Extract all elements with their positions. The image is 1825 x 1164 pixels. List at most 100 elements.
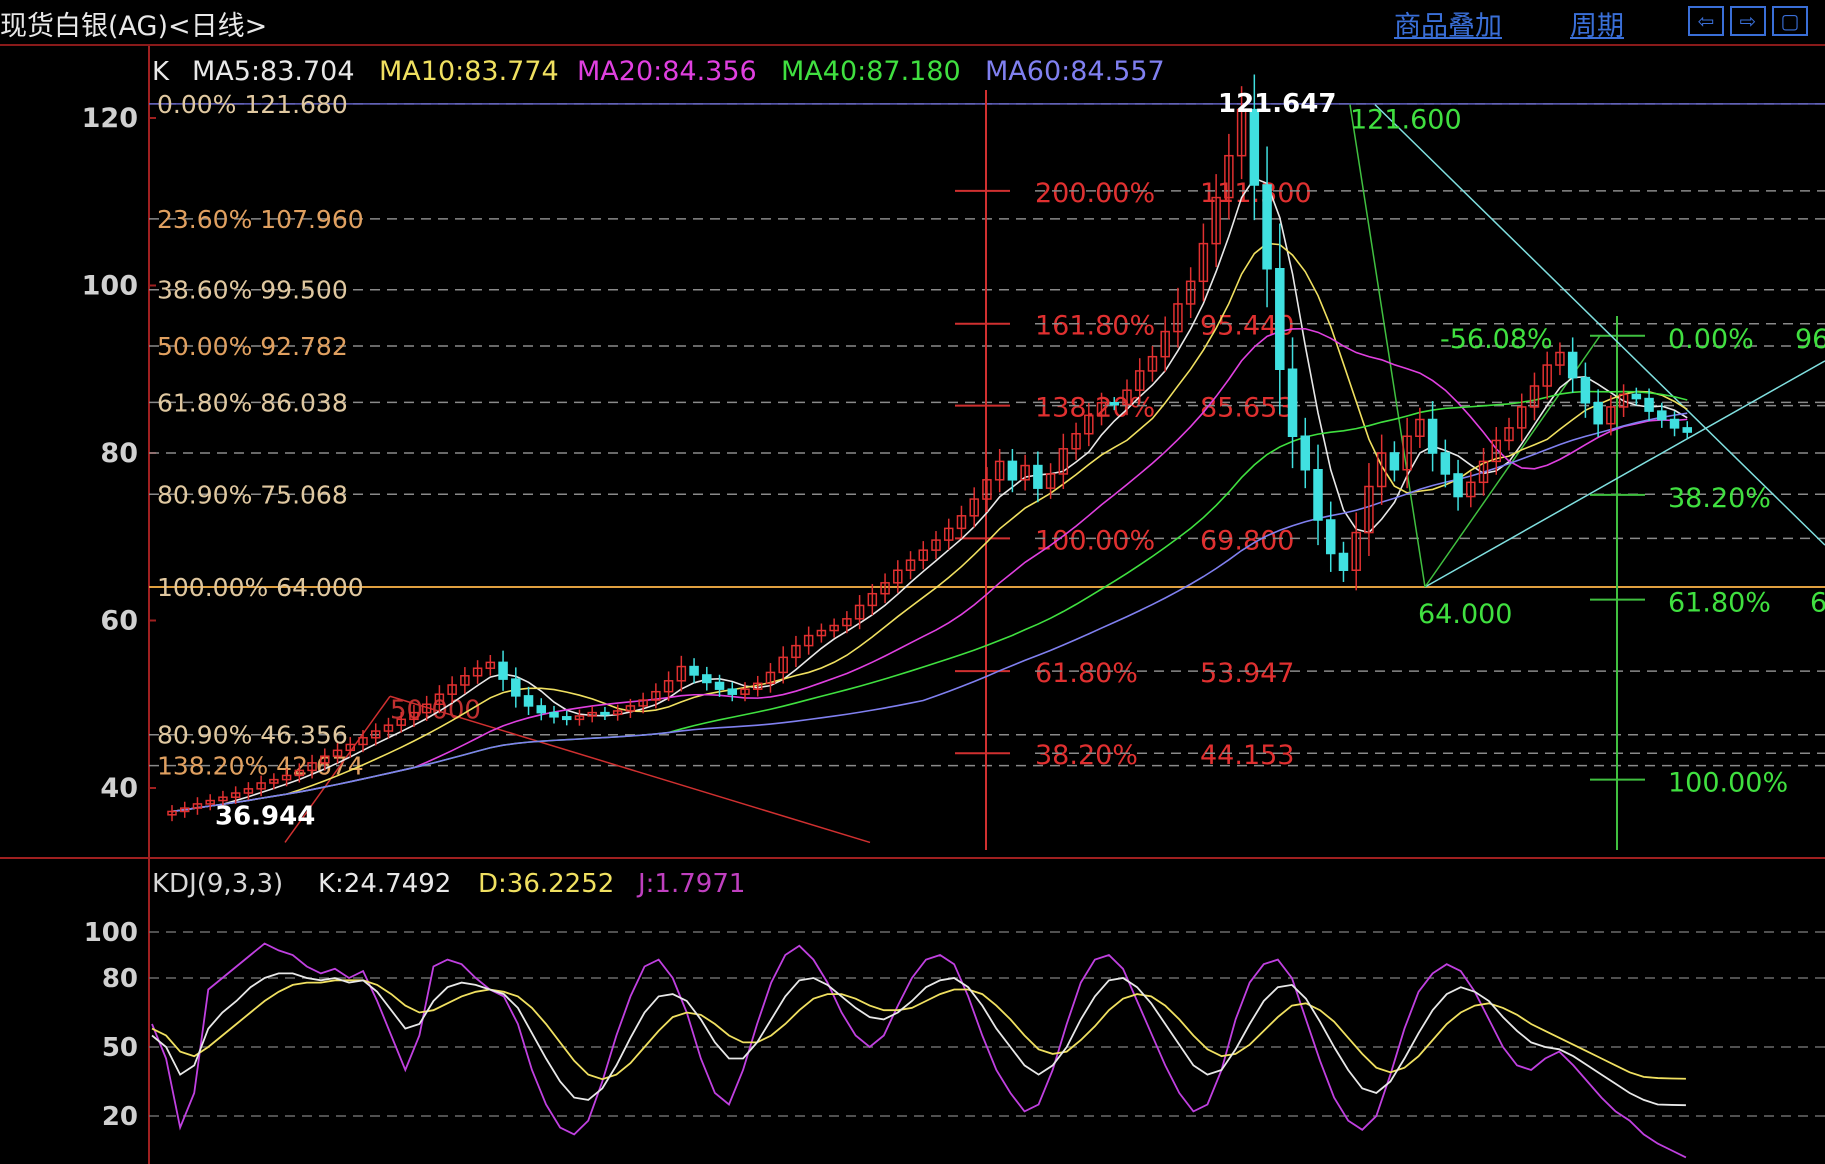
candle-body [1376, 452, 1387, 488]
ma-line-20 [171, 327, 1688, 813]
kdj-grid: 100 80 50 20 [84, 918, 1825, 1132]
ma-legend-item: MA20:84.356 [577, 56, 757, 87]
candle-body [447, 684, 457, 695]
ma-legend-item: MA10:83.774 [379, 56, 559, 87]
page-title: 现货白银(AG)<日线> [0, 11, 268, 42]
ma-legend-item: MA5:83.704 [192, 56, 355, 87]
candle-body [1313, 469, 1323, 521]
back-icon[interactable]: ⇦ [1688, 6, 1724, 36]
trend-line [389, 695, 871, 844]
candle-body [1224, 154, 1234, 199]
candle-body [1096, 402, 1107, 417]
forward-icon[interactable]: ⇨ [1730, 6, 1766, 36]
candle-body [1415, 418, 1425, 437]
candle-body [561, 716, 572, 721]
candle-body [931, 539, 941, 551]
candle-body [1542, 364, 1552, 387]
candle-body [1580, 376, 1591, 404]
candle-body [880, 582, 890, 595]
candle-body [434, 693, 445, 706]
label-layer: 121.647 121.600 36.944 64.000 -56.08% [215, 89, 1553, 831]
candle-body [943, 527, 954, 541]
y-tick-label: 60 [100, 606, 138, 637]
candle-body [345, 743, 356, 752]
candle-body [918, 549, 929, 561]
candle-body [1618, 393, 1629, 408]
candle-body [1236, 108, 1247, 157]
candle-body [1262, 184, 1272, 270]
candle-body [587, 711, 597, 717]
high-price-label: 121.647 [1218, 89, 1336, 119]
right-edge-label: 6 [1810, 588, 1825, 619]
mid-fib-pct: 200.00% [1035, 178, 1155, 209]
candle-body [625, 705, 636, 712]
candle-body [638, 699, 648, 707]
candle-body [536, 705, 547, 714]
candle-body [460, 675, 470, 686]
candle-body [1160, 330, 1170, 358]
candle-body [1045, 473, 1056, 489]
candle-body [956, 515, 967, 530]
y-tick-label: 100 [82, 271, 138, 302]
candle-body [1555, 351, 1565, 366]
ma-legend-item: MA60:84.557 [985, 56, 1165, 87]
fibonacci-layer: 0.00% 121.680 23.60% 107.960 38.60% 99.500… [157, 90, 1825, 850]
candle-body [383, 724, 394, 732]
candle-body [663, 680, 674, 693]
kdj-d-label: D:36.2252 [478, 869, 614, 899]
candle-body [472, 667, 483, 677]
candle-body [332, 749, 343, 757]
candle-body [256, 782, 266, 790]
y-tick-label: 120 [82, 103, 138, 134]
candle-body [179, 807, 190, 813]
ma-legend-item: MA40:87.180 [781, 56, 961, 87]
trend-line [1374, 104, 1825, 546]
left-fib-label: 61.80% 86.038 [157, 388, 348, 417]
candle-body [1147, 355, 1158, 372]
y-tick-label: 80 [100, 438, 138, 469]
top-bar: 现货白银(AG)<日线> 商品叠加 周期 ⇦ ⇨ ▢ [0, 0, 1825, 46]
candle-body [1211, 196, 1221, 245]
candle-body [1491, 439, 1502, 463]
kdj-y-tick-label: 20 [102, 1102, 138, 1132]
candle-body [1529, 385, 1540, 408]
candle-body [1084, 414, 1094, 435]
period-link[interactable]: 周期 [1570, 11, 1624, 42]
candle-body [727, 688, 738, 695]
overlay-commodity-link[interactable]: 商品叠加 [1394, 11, 1502, 42]
candle-body [1287, 368, 1298, 437]
ma-legend: MA5:83.704 MA10:83.774 MA20:84.356 MA40:87.… [192, 56, 1165, 87]
kdj-y-tick-label: 80 [102, 964, 138, 994]
kdj-lines [151, 942, 1687, 1159]
right-top-label: 121.600 [1350, 105, 1462, 136]
candle-body [765, 671, 776, 685]
low-price-label: 36.944 [215, 802, 315, 832]
candle-body [905, 559, 916, 572]
y-tick-label: 40 [100, 773, 138, 804]
candle-body [1275, 268, 1285, 370]
candle-body [307, 762, 317, 772]
candle-body [1249, 108, 1260, 186]
candle-body [1325, 519, 1336, 555]
window-icon[interactable]: ▢ [1772, 6, 1808, 36]
candle-body [791, 644, 801, 659]
left-fib-label: 23.60% 107.960 [157, 205, 364, 234]
candle-body [867, 592, 878, 607]
candle-body [269, 778, 279, 784]
mid-fib-value: 44.153 [1200, 740, 1294, 771]
candle-body [714, 681, 725, 690]
candle-body [1440, 452, 1451, 475]
right-edge-label: 96 [1795, 324, 1825, 355]
kdj-j-line [151, 942, 1687, 1159]
candle-body [1338, 552, 1349, 571]
candle-body [243, 788, 254, 794]
left-fib-label: 50.00% 92.782 [157, 332, 348, 361]
candle-body [1427, 418, 1438, 454]
legend-prefix: K [152, 57, 170, 87]
candle-body [1071, 432, 1081, 450]
chart-area[interactable]: 120 100 80 60 40 0.00% 121.680 23.60% 107.960… [0, 46, 1825, 1164]
candle-body [816, 629, 827, 637]
left-fib-label: 100.00% 64.000 [157, 573, 364, 602]
candle-body [689, 665, 699, 676]
candle-body [651, 690, 661, 701]
